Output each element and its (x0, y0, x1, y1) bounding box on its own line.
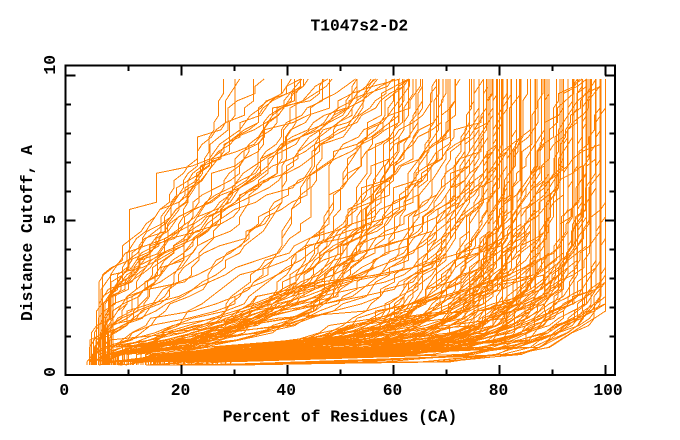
svg-text:80: 80 (489, 381, 509, 400)
svg-text:0: 0 (59, 381, 69, 400)
svg-text:T1047s2-D2: T1047s2-D2 (310, 17, 408, 36)
svg-text:60: 60 (383, 381, 403, 400)
svg-text:10: 10 (41, 55, 60, 75)
svg-text:0: 0 (41, 367, 60, 377)
svg-text:Percent of Residues (CA): Percent of Residues (CA) (223, 407, 458, 426)
svg-text:5: 5 (41, 215, 60, 225)
svg-text:Distance Cutoff, A: Distance Cutoff, A (18, 145, 37, 321)
svg-text:100: 100 (593, 381, 622, 400)
svg-text:40: 40 (276, 381, 296, 400)
svg-text:20: 20 (171, 381, 191, 400)
